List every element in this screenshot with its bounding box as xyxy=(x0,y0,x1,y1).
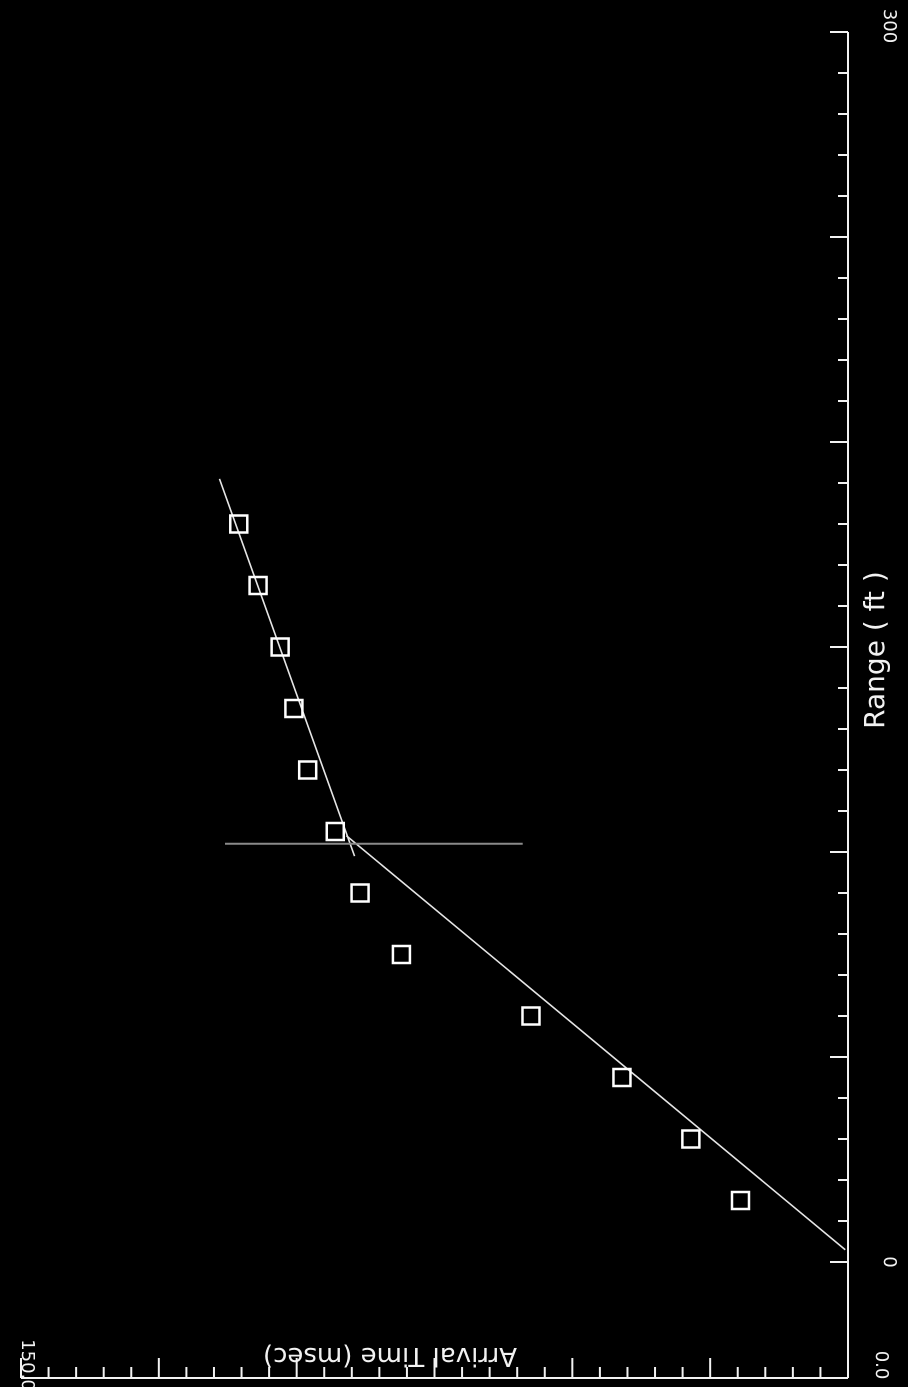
x-axis-title: Range ( ft ) xyxy=(858,571,891,729)
y-tick-label-min: 0.0 xyxy=(871,1351,892,1380)
data-point-9 xyxy=(284,698,304,719)
y-axis-title: Arrival Time (msec) xyxy=(263,1341,517,1371)
data-point-2 xyxy=(681,1129,701,1149)
data-point-10 xyxy=(270,637,290,657)
data-point-3 xyxy=(612,1067,632,1088)
y-tick-label-max: 150.0 xyxy=(17,1339,38,1387)
data-point-12 xyxy=(229,514,249,534)
fit-line-2 xyxy=(218,478,356,857)
data-point-11 xyxy=(248,575,268,596)
fit-lines xyxy=(218,478,846,1251)
data-point-5 xyxy=(391,944,412,965)
fit-line-1 xyxy=(345,834,846,1251)
x-tick-label-max: 300 xyxy=(879,9,900,43)
x-axis-ticks xyxy=(830,31,848,1263)
y-axis-ticks xyxy=(20,1358,849,1378)
data-points xyxy=(229,514,751,1211)
data-point-4 xyxy=(521,1006,541,1026)
data-point-7 xyxy=(325,821,346,842)
data-point-6 xyxy=(350,883,370,903)
data-point-1 xyxy=(730,1190,751,1211)
data-point-8 xyxy=(297,760,318,780)
x-tick-label-min: 0 xyxy=(879,1256,900,1267)
